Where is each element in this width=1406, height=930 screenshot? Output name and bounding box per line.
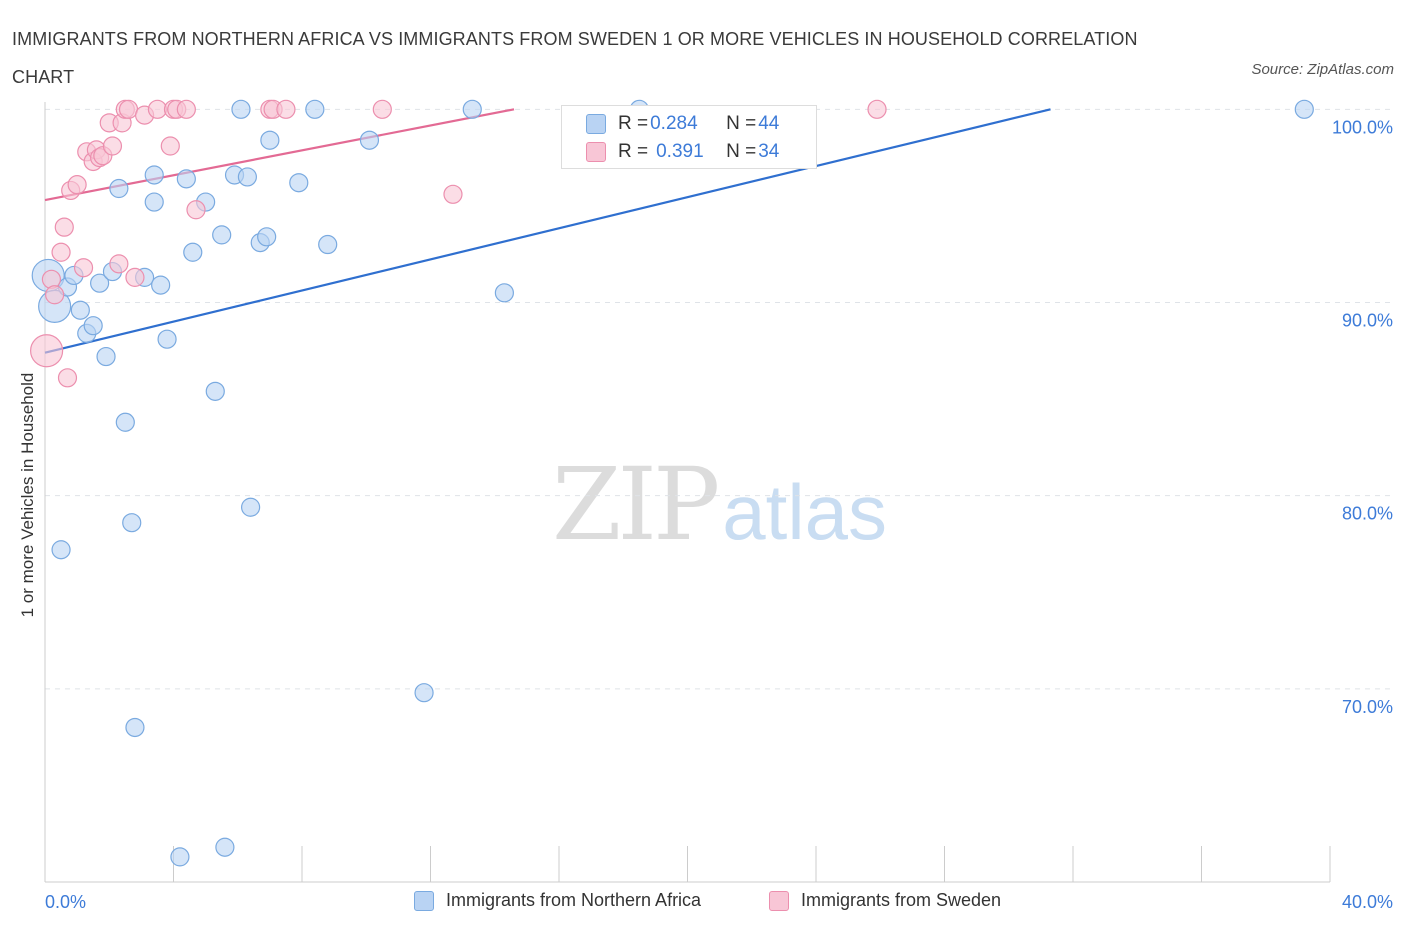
trend-layer xyxy=(44,108,1051,354)
label-layer: 100.0% 90.0% 80.0% 70.0% 0.0% 40.0% xyxy=(45,117,1393,912)
y-axis-label: 1 or more Vehicles in Household xyxy=(18,372,37,618)
y-tick-label: 90.0% xyxy=(1342,310,1393,330)
point-northern-africa xyxy=(125,717,145,738)
stats-swatch-blue xyxy=(586,114,606,134)
legend: Immigrants from Northern Africa Immigran… xyxy=(0,886,1406,918)
point-northern-africa xyxy=(215,837,235,857)
trend-line-northern-africa xyxy=(44,108,1051,354)
stats-n-value: 34 xyxy=(758,141,780,162)
point-northern-africa xyxy=(212,225,232,245)
point-sweden xyxy=(147,99,168,119)
point-northern-africa xyxy=(318,234,338,255)
stats-n-value: 44 xyxy=(758,113,780,134)
y-tick-label: 70.0% xyxy=(1342,697,1393,717)
point-northern-africa xyxy=(305,99,325,119)
legend-swatch-blue xyxy=(414,890,434,911)
x-tick-label: 40.0% xyxy=(1342,892,1393,912)
point-sweden xyxy=(57,368,78,388)
watermark-atlas: atlas xyxy=(722,468,888,556)
axis-layer xyxy=(44,102,1331,883)
point-northern-africa xyxy=(122,513,142,533)
point-northern-africa xyxy=(70,300,90,320)
point-sweden xyxy=(51,242,71,262)
point-sweden xyxy=(45,285,65,305)
point-sweden xyxy=(102,136,123,156)
point-northern-africa xyxy=(51,540,71,560)
point-northern-africa xyxy=(109,178,129,199)
point-sweden xyxy=(372,99,392,119)
point-northern-africa xyxy=(289,173,309,193)
stats-n-label: N = xyxy=(726,141,757,162)
point-northern-africa xyxy=(176,169,196,189)
point-northern-africa xyxy=(90,273,110,293)
point-sweden xyxy=(109,254,129,274)
point-northern-africa xyxy=(96,346,116,367)
stats-row-blue: R = 0.284 N = 44 xyxy=(586,110,779,138)
point-northern-africa xyxy=(144,165,164,185)
point-northern-africa xyxy=(359,130,380,150)
point-northern-africa xyxy=(231,99,251,119)
stats-r-label: R = xyxy=(618,113,649,134)
point-sweden xyxy=(443,184,463,204)
x-tick-label: 0.0% xyxy=(45,892,86,912)
legend-label: Immigrants from Northern Africa xyxy=(446,890,702,910)
stats-box: R = 0.284 N = 44 R = 0.391 N = 34 xyxy=(561,105,817,169)
chart-title: IMMIGRANTS FROM NORTHERN AFRICA VS IMMIG… xyxy=(12,29,1138,87)
point-northern-africa xyxy=(237,167,257,187)
y-tick-label: 80.0% xyxy=(1342,504,1393,524)
source-label: Source: ZipAtlas.com xyxy=(1251,61,1394,78)
grid-layer xyxy=(45,108,1392,690)
legend-swatch-pink xyxy=(769,890,789,911)
legend-item-sweden[interactable]: Immigrants from Sweden xyxy=(769,890,1001,911)
point-northern-africa xyxy=(170,847,190,867)
watermark-zip: ZIP xyxy=(552,446,720,563)
point-sweden xyxy=(176,99,196,119)
stats-r-label: R = xyxy=(618,141,649,162)
point-northern-africa xyxy=(151,275,171,295)
point-northern-africa xyxy=(157,329,177,349)
point-northern-africa xyxy=(462,99,482,119)
point-northern-africa xyxy=(1294,99,1314,119)
point-sweden xyxy=(73,258,94,278)
stats-row-pink: R = 0.391 N = 34 xyxy=(586,138,779,166)
point-sweden xyxy=(41,269,62,289)
y-tick-label: 100.0% xyxy=(1332,117,1393,137)
point-northern-africa xyxy=(260,130,280,150)
legend-label: Immigrants from Sweden xyxy=(801,890,1002,910)
point-northern-africa xyxy=(115,412,135,432)
point-sweden xyxy=(30,334,64,368)
legend-item-northern-africa[interactable]: Immigrants from Northern Africa xyxy=(414,890,701,911)
stats-r-value: 0.284 xyxy=(650,113,698,134)
point-sweden xyxy=(54,217,74,237)
points-layer xyxy=(30,99,1314,867)
stats-n-label: N = xyxy=(726,113,757,134)
point-northern-africa xyxy=(414,683,434,703)
point-northern-africa xyxy=(205,381,225,401)
stats-r-value: 0.391 xyxy=(656,141,704,162)
point-sweden xyxy=(160,136,180,156)
point-sweden xyxy=(125,267,145,287)
point-northern-africa xyxy=(257,227,277,247)
stats-swatch-pink xyxy=(586,142,606,162)
point-sweden xyxy=(118,99,139,119)
point-northern-africa xyxy=(83,316,103,336)
point-northern-africa xyxy=(241,497,261,517)
point-sweden xyxy=(186,200,206,220)
point-northern-africa xyxy=(144,192,164,212)
point-sweden xyxy=(67,175,87,195)
point-sweden xyxy=(276,99,296,119)
watermark: ZIPatlas xyxy=(552,440,887,577)
point-northern-africa xyxy=(183,242,203,262)
point-sweden xyxy=(867,99,887,119)
point-northern-africa xyxy=(494,283,514,303)
